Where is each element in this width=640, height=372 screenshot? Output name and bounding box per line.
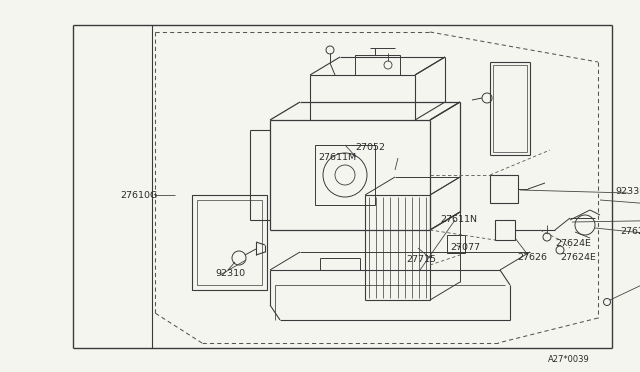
Text: 27624E: 27624E bbox=[555, 240, 591, 248]
Text: 27610G: 27610G bbox=[120, 190, 157, 199]
Text: 27611M: 27611M bbox=[318, 153, 356, 161]
Bar bbox=[495, 220, 515, 240]
Bar bbox=[447, 235, 465, 253]
Text: 92310: 92310 bbox=[215, 269, 245, 278]
Text: 27077: 27077 bbox=[450, 244, 480, 253]
Bar bbox=[315, 145, 375, 205]
Text: 92330P: 92330P bbox=[615, 187, 640, 196]
Bar bbox=[192, 195, 267, 290]
Text: 27624E: 27624E bbox=[560, 253, 596, 263]
Text: 27052: 27052 bbox=[355, 142, 385, 151]
Text: A27*0039: A27*0039 bbox=[548, 356, 590, 365]
Text: 27624: 27624 bbox=[620, 228, 640, 237]
Bar bbox=[197, 200, 262, 285]
Bar bbox=[355, 55, 400, 75]
Bar bbox=[490, 175, 518, 203]
Text: 27626: 27626 bbox=[517, 253, 547, 263]
Text: 27611N: 27611N bbox=[440, 215, 477, 224]
Text: 27715: 27715 bbox=[406, 256, 436, 264]
Bar bbox=[493, 65, 527, 152]
